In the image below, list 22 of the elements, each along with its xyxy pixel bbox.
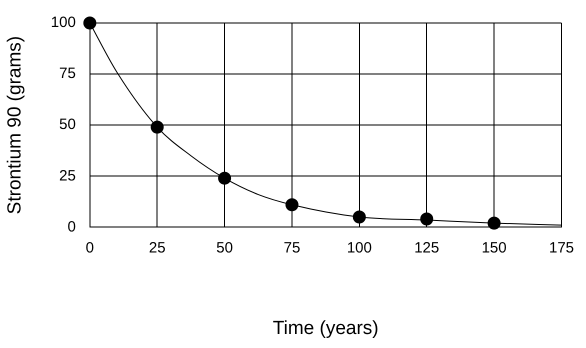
y-tick-label: 100 (50, 14, 76, 32)
x-tick-label: 0 (86, 239, 94, 256)
x-tick-label: 100 (346, 239, 372, 256)
x-tick-label: 125 (414, 239, 440, 256)
point (218, 172, 232, 185)
y-tick-label: 0 (67, 218, 76, 236)
x-tick-label: 75 (284, 239, 300, 256)
point (352, 210, 366, 224)
y-tick-label: 25 (59, 167, 76, 184)
y-axis-title: Strontium 90 (grams) (4, 36, 26, 214)
x-tick-label: 150 (482, 239, 507, 256)
y-tick-label: 50 (59, 116, 76, 134)
point (420, 212, 434, 226)
point (285, 198, 298, 212)
x-tick-label: 25 (148, 239, 166, 256)
y-tick-label: 75 (59, 65, 76, 82)
point (488, 216, 501, 230)
x-tick-label: 50 (216, 239, 233, 256)
point (83, 16, 96, 30)
x-axis-title: Time (years) (272, 318, 379, 339)
x-tick-label: 175 (548, 239, 574, 256)
point (150, 120, 164, 134)
